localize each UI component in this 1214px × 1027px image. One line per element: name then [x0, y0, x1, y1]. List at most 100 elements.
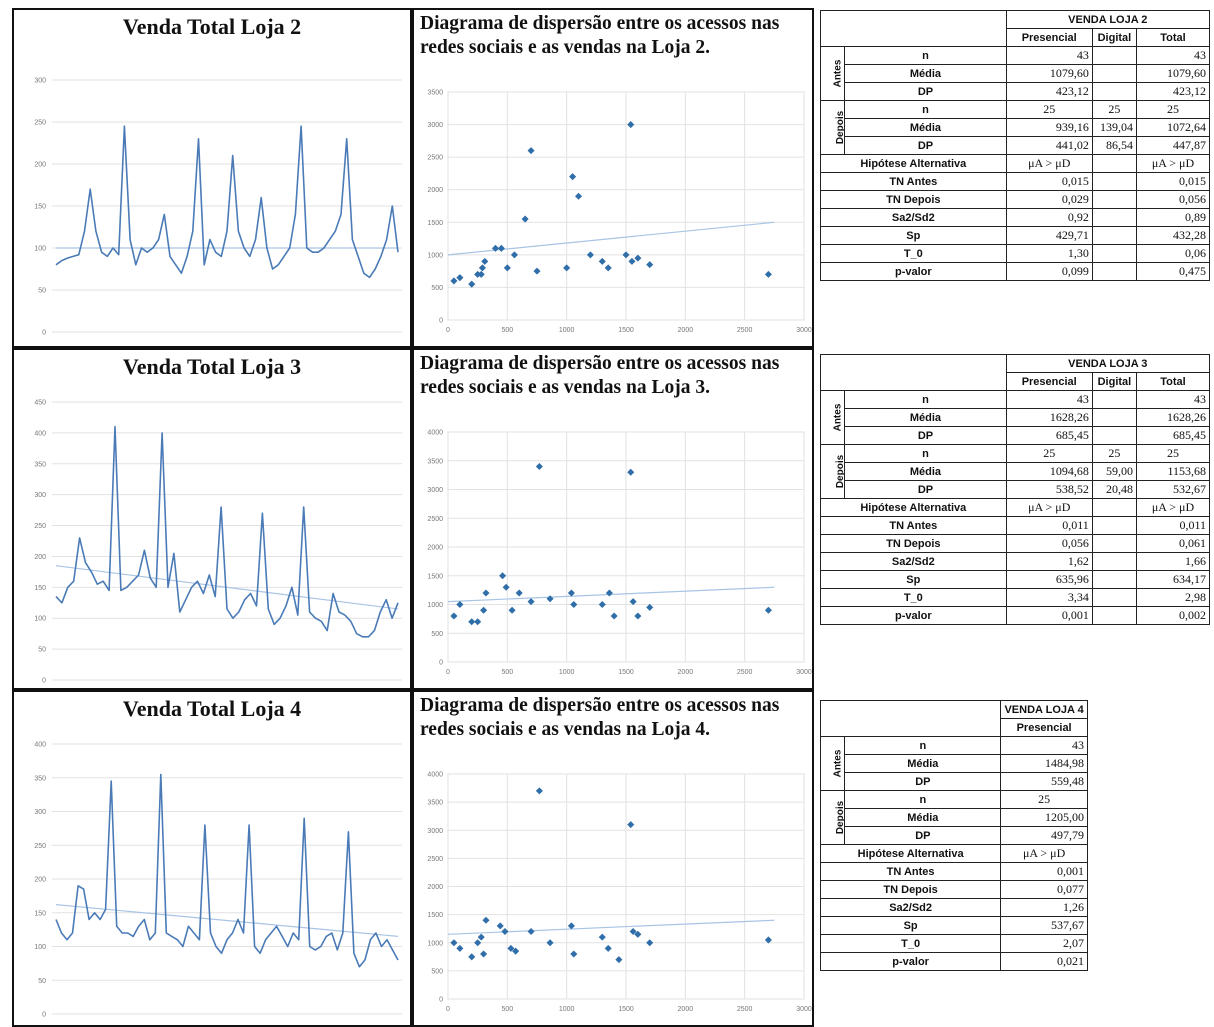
line-chart-loja-2: Venda Total Loja 2 300 250 200 150 100 50 0 — [12, 8, 412, 348]
table-row: DP 685,45 685,45 — [821, 426, 1210, 445]
row-group-label: Antes — [819, 390, 846, 445]
table-cell: 939,16 — [1005, 118, 1093, 137]
scatter-point — [628, 257, 636, 265]
scatter-point — [477, 933, 485, 941]
y-tick-label: 2000 — [427, 545, 443, 552]
y-tick-label: 0 — [42, 330, 46, 337]
scatter-point — [456, 944, 464, 952]
x-tick-label: 500 — [501, 327, 513, 334]
table-cell: 25 — [1091, 444, 1138, 463]
x-tick-label: 0 — [446, 327, 450, 334]
table-row: Hipótese Alternativa μA > μD μA > μD — [820, 154, 1210, 173]
row-group-text: Antes — [832, 59, 844, 88]
stats-table-loja-3: VENDA LOJA 3 Presencial Digital Total Antes n… — [819, 354, 1211, 625]
y-tick-label: 250 — [34, 843, 46, 850]
scatter-point — [478, 264, 486, 272]
table-cell: 423,12 — [1136, 82, 1210, 101]
scatter-point — [474, 939, 482, 947]
row-group-text: Antes — [832, 403, 844, 432]
stats-table-loja-4: VENDA LOJA 4 Presencial Antes n 43 Média 1484,… — [819, 700, 1088, 971]
row-label: TN Depois — [819, 880, 1002, 899]
scatter-chart-plot: 3500 3000 2500 2000 1500 1000 500 00 500 1000 1500… — [427, 90, 811, 335]
scatter-point — [569, 173, 577, 181]
table-cell: 634,17 — [1136, 570, 1210, 589]
table-cell: 3,34 — [1005, 588, 1093, 607]
table-corner — [820, 10, 1007, 47]
row-label: DP — [844, 826, 1002, 845]
table-cell: 43 — [1136, 46, 1210, 65]
table-row: TN Depois 0,056 0,061 — [820, 534, 1210, 553]
row-group-text: Antes — [832, 749, 844, 778]
table-cell: 0,011 — [1005, 516, 1093, 535]
table-cell — [1091, 154, 1138, 173]
table-title-row: VENDA LOJA 4 — [819, 700, 1088, 737]
row-label: T_0 — [819, 934, 1002, 953]
table-row: Antes n 43 43 — [819, 46, 1210, 101]
row-label: Hipótese Alternativa — [820, 154, 1007, 173]
scatter-chart-loja-4: Diagrama de dispersão entre os acessos n… — [412, 690, 814, 1027]
table-row: Sp 635,96 634,17 — [820, 570, 1210, 589]
table-title-row: VENDA LOJA 2 — [820, 10, 1211, 47]
table-cell: 1,66 — [1136, 552, 1210, 571]
table-cell: 1484,98 — [1000, 754, 1088, 773]
y-tick-label: 0 — [42, 1012, 46, 1019]
scatter-point — [456, 600, 464, 609]
row-label: TN Antes — [820, 172, 1007, 191]
row-label: Sa2/Sd2 — [820, 552, 1007, 571]
table-row: Depois n 25 25 25 — [819, 444, 1210, 499]
table-cell: 0,002 — [1136, 606, 1210, 625]
line-chart-loja-4: Venda Total Loja 4 400 350 300 250 200 150 100… — [12, 690, 412, 1027]
table-cell: 441,02 — [1005, 136, 1093, 155]
row-label: n — [844, 444, 1007, 463]
scatter-point — [605, 589, 613, 597]
table-row: DP 497,79 — [821, 826, 1088, 845]
table-cell — [1091, 64, 1138, 83]
row-label: Média — [844, 754, 1002, 773]
scatter-point — [521, 215, 529, 223]
table-header-row: Presencial Digital Total — [821, 372, 1210, 391]
x-tick-label: 2500 — [737, 1006, 753, 1013]
trend-line — [55, 565, 399, 610]
scatter-point — [615, 956, 623, 964]
table-cell: 0,021 — [1000, 952, 1088, 971]
y-tick-label: 150 — [34, 585, 46, 592]
scatter-point — [546, 595, 554, 603]
row-label: Média — [844, 408, 1007, 427]
table-row: T_0 1,30 0,06 — [820, 244, 1210, 263]
scatter-point — [481, 257, 489, 265]
column-header: Total — [1136, 372, 1210, 391]
y-tick-label: 1000 — [427, 602, 443, 609]
column-header: Presencial — [1005, 28, 1093, 47]
row-label: DP — [844, 480, 1007, 499]
table-cell — [1091, 226, 1138, 245]
y-tick-label: 50 — [38, 288, 46, 295]
row-label: TN Antes — [820, 516, 1007, 535]
row-label: TN Antes — [819, 862, 1002, 881]
table-cell — [1091, 46, 1138, 65]
table-cell: 0,06 — [1136, 244, 1210, 263]
x-tick-label: 1500 — [618, 1006, 634, 1013]
scatter-point — [610, 612, 618, 620]
scatter-point — [570, 600, 578, 609]
table-cell: 1072,64 — [1136, 118, 1210, 137]
table-row: Depois n 25 — [819, 790, 1088, 845]
table-cell: 0,001 — [1005, 606, 1093, 625]
table-cell: 1628,26 — [1005, 408, 1093, 427]
trend-line — [447, 919, 775, 935]
sales-series-line — [55, 773, 399, 968]
y-tick-label: 200 — [34, 877, 46, 884]
row-label: Média — [844, 64, 1007, 83]
scatter-chart-plot: 4000 3500 3000 2500 2000 1500 1000 500 00 500 1000… — [427, 772, 811, 1014]
table-row: DP 538,52 20,48 532,67 — [821, 480, 1210, 499]
table-cell — [1091, 82, 1138, 101]
column-header: Presencial — [1000, 718, 1088, 737]
row-group-text: Depois — [835, 454, 845, 489]
table-cell: 0,475 — [1136, 262, 1210, 281]
table-cell: 25 — [1005, 444, 1093, 463]
table-cell: 20,48 — [1091, 480, 1138, 499]
table-row: TN Depois 0,029 0,056 — [820, 190, 1210, 209]
sales-series-line — [55, 425, 399, 638]
row-label: n — [844, 390, 1007, 409]
scatter-point — [499, 572, 507, 580]
table-cell — [1091, 606, 1138, 625]
